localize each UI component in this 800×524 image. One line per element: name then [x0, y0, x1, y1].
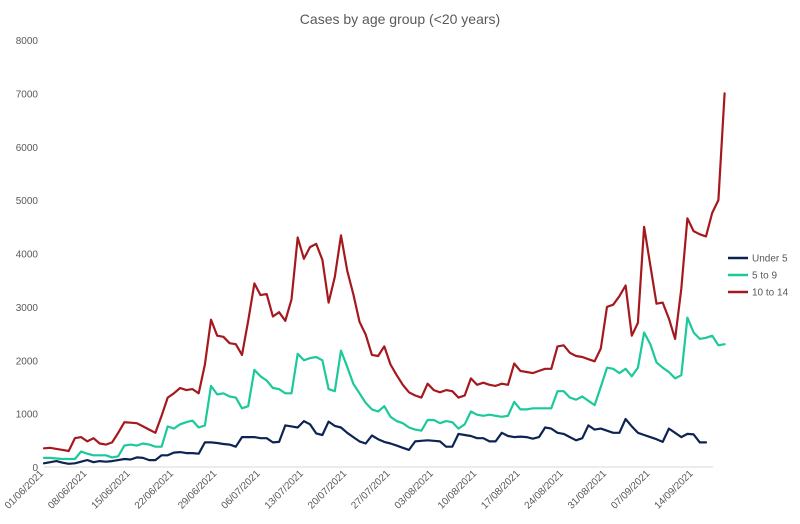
y-tick-label: 8000: [16, 36, 39, 47]
y-tick-label: 5000: [16, 196, 39, 207]
x-tick-label: 10/08/2021: [436, 468, 479, 511]
x-tick-label: 20/07/2021: [306, 468, 349, 511]
x-tick-label: 06/07/2021: [219, 468, 262, 511]
x-tick-label: 24/08/2021: [523, 468, 566, 511]
y-tick-label: 2000: [16, 356, 39, 367]
y-tick-label: 7000: [16, 89, 39, 100]
x-axis: 01/06/2021 08/06/2021 15/06/2021 22/06/2021…: [3, 468, 696, 511]
x-tick-label: 14/09/2021: [653, 468, 696, 511]
y-axis: 0 1000 2000 3000 4000 5000 6000 7000 8000: [16, 36, 39, 474]
x-tick-label: 27/07/2021: [349, 468, 392, 511]
series-line-10-to-14: [42, 92, 726, 453]
series-line-5-to-9: [42, 316, 726, 461]
y-tick-label: 6000: [16, 143, 39, 154]
chart-title: Cases by age group (<20 years): [300, 11, 500, 27]
plot-area: [42, 92, 726, 465]
x-tick-label: 03/08/2021: [393, 468, 436, 511]
legend: Under 5 5 to 9 10 to 14: [728, 254, 789, 299]
x-tick-label: 22/06/2021: [133, 468, 176, 511]
y-tick-label: 3000: [16, 303, 39, 314]
legend-label: 10 to 14: [752, 288, 789, 299]
series-line-under-5: [42, 417, 708, 465]
x-tick-label: 15/06/2021: [90, 468, 133, 511]
x-tick-label: 07/09/2021: [609, 468, 652, 511]
legend-label: 5 to 9: [752, 271, 777, 282]
y-tick-label: 4000: [16, 250, 39, 261]
x-tick-label: 13/07/2021: [263, 468, 306, 511]
x-tick-label: 17/08/2021: [479, 468, 522, 511]
legend-label: Under 5: [752, 254, 788, 265]
x-tick-label: 29/06/2021: [176, 468, 219, 511]
x-tick-label: 31/08/2021: [566, 468, 609, 511]
x-tick-label: 01/06/2021: [3, 468, 46, 511]
x-tick-label: 08/06/2021: [46, 468, 89, 511]
y-tick-label: 1000: [16, 410, 39, 421]
y-tick-label: 0: [32, 463, 38, 474]
